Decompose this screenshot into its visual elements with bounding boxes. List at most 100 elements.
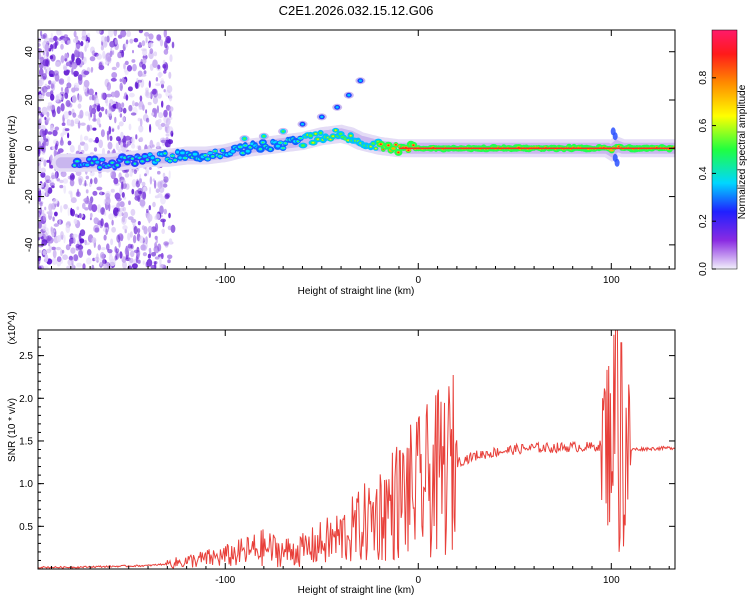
noise-speckle [60, 39, 64, 44]
y-tick-label: 2.0 [19, 394, 33, 405]
noise-speckle [89, 56, 96, 62]
noise-speckle [55, 95, 60, 103]
noise-speckle [138, 42, 142, 48]
noise-speckle [132, 235, 137, 244]
y-tick-label: -20 [24, 189, 35, 204]
noise-speckle [157, 170, 161, 175]
noise-speckle [158, 112, 164, 119]
noise-speckle [45, 118, 50, 123]
noise-speckle [86, 124, 91, 132]
noise-speckle [95, 136, 99, 144]
noise-speckle [75, 191, 81, 197]
noise-speckle [133, 226, 138, 235]
noise-speckle [44, 37, 50, 44]
noise-speckle [156, 34, 162, 41]
noise-speckle [119, 201, 125, 208]
snr-panel: -100 0 100 0.5 1.0 1.5 2.0 2.5 Height of straig… [7, 311, 676, 596]
noise-speckle [71, 62, 75, 71]
noise-speckle [91, 264, 95, 269]
noise-speckle [105, 228, 108, 235]
noise-speckle [127, 232, 131, 241]
noise-speckle [69, 241, 72, 247]
noise-speckle [90, 178, 93, 185]
noise-speckle [119, 113, 123, 118]
noise-speckle [89, 96, 93, 101]
noise-speckle [96, 117, 101, 126]
noise-speckle [150, 91, 153, 100]
noise-speckle [71, 257, 74, 266]
noise-speckle [40, 171, 46, 178]
noise-speckle [63, 185, 67, 194]
noise-speckle [106, 132, 110, 141]
noise-speckle [91, 204, 98, 213]
noise-speckle [49, 182, 55, 187]
noise-speckle [137, 221, 141, 226]
noise-speckle [75, 57, 82, 66]
noise-speckle [160, 122, 166, 127]
noise-speckle [80, 134, 83, 143]
noise-speckle [126, 30, 131, 37]
noise-speckle [64, 92, 69, 99]
noise-speckle [148, 33, 154, 40]
noise-speckle [62, 178, 69, 184]
noise-speckle [91, 237, 97, 244]
noise-speckle [121, 192, 125, 198]
noise-speckle [64, 58, 68, 62]
noise-speckle [67, 132, 70, 139]
noise-speckle [63, 34, 68, 39]
noise-speckle [39, 94, 42, 98]
noise-speckle [143, 70, 147, 75]
noise-speckle [62, 37, 67, 42]
noise-speckle [95, 30, 102, 34]
y-tick-label: 0 [24, 145, 35, 151]
noise-speckle [137, 79, 143, 83]
noise-speckle [44, 43, 49, 53]
noise-speckle [40, 34, 46, 39]
snr-ticks: -100 0 100 0.5 1.0 1.5 2.0 2.5 [19, 330, 675, 586]
noise-speckle [168, 116, 173, 120]
noise-speckle [50, 164, 54, 169]
noise-speckle [48, 245, 53, 252]
noise-speckle [95, 97, 99, 106]
noise-speckle [139, 95, 143, 102]
noise-speckle [148, 232, 151, 238]
noise-speckle [168, 71, 172, 79]
noise-speckle [130, 208, 136, 216]
noise-speckle [82, 263, 86, 269]
noise-speckle [120, 85, 123, 89]
noise-speckle [117, 233, 124, 241]
noise-speckle [49, 125, 54, 132]
noise-speckle [154, 222, 159, 232]
noise-speckle [69, 145, 75, 153]
noise-speckle [100, 92, 106, 100]
noise-speckle [92, 127, 97, 131]
ridge-point [174, 159, 177, 161]
noise-speckle [93, 177, 98, 185]
noise-speckle [50, 44, 54, 50]
noise-speckle [51, 80, 57, 85]
noise-speckle [50, 93, 55, 101]
spectrogram-ticks: -100 0 100 -40 -20 0 20 40 [24, 30, 675, 286]
noise-speckle [49, 154, 53, 161]
noise-speckle [131, 263, 138, 269]
noise-speckle [41, 106, 48, 116]
noise-speckle [98, 64, 105, 71]
noise-speckle [152, 88, 158, 98]
noise-speckle [73, 38, 79, 44]
noise-speckle [154, 235, 158, 240]
noise-speckle [130, 218, 137, 223]
snr-series-line [38, 330, 675, 569]
noise-speckle [124, 70, 129, 75]
noise-speckle [109, 50, 113, 57]
ridge-point [214, 150, 217, 152]
ridge-point [76, 160, 79, 163]
noise-speckle [138, 125, 144, 133]
noise-speckle [66, 40, 72, 45]
noise-speckle [166, 37, 171, 44]
colorbar-tick-label: 0.8 [698, 70, 709, 84]
noise-speckle [146, 208, 149, 214]
spectrogram-x-axis-label: Height of straight line (km) [298, 286, 415, 297]
noise-speckle [129, 257, 134, 264]
noise-speckle [73, 218, 78, 225]
noise-speckle [67, 140, 72, 146]
